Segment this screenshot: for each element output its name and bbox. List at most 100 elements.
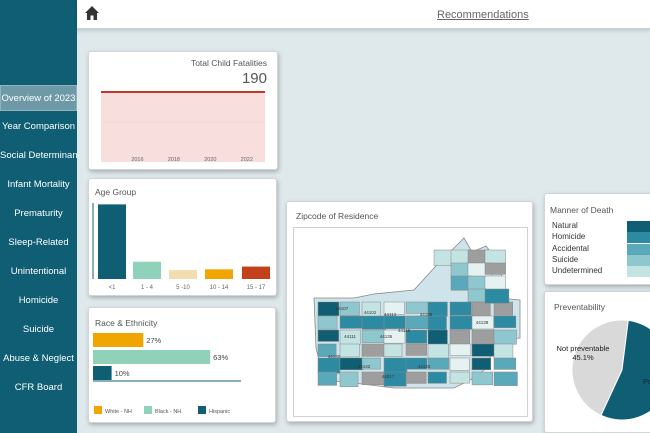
sidebar-item-cfr-board[interactable]: CFR Board <box>14 382 63 393</box>
age-tick-label: 15 - 17 <box>247 285 266 291</box>
zip-region[interactable] <box>471 357 492 371</box>
zip-region[interactable] <box>317 357 341 374</box>
zip-region[interactable] <box>471 301 491 318</box>
race-card: Race & Ethnicity 27% 63% 10% White - NH Blac… <box>88 307 276 423</box>
zip-region[interactable] <box>449 315 474 330</box>
sidebar-item-overview-of-2023[interactable]: Overview of 2023 <box>0 85 77 111</box>
zip-label: 44138 <box>476 320 489 325</box>
zip-label: 44113 <box>384 312 397 317</box>
zip-region[interactable] <box>449 343 472 356</box>
zip-region[interactable] <box>471 315 494 330</box>
zip-region[interactable] <box>383 315 406 329</box>
sidebar-item-abuse-neglect[interactable]: Abuse & Neglect <box>3 353 74 364</box>
zip-region[interactable] <box>493 357 516 370</box>
zip-region[interactable] <box>449 371 471 384</box>
zip-region[interactable] <box>449 357 470 371</box>
zip-region[interactable] <box>427 371 447 384</box>
race-legend-swatch <box>144 406 152 414</box>
race-bar-0 <box>93 333 144 347</box>
manner-swatch <box>627 266 650 277</box>
manner-card: Manner of Death Natural Homicide Accidenta… <box>544 193 650 285</box>
zip-region[interactable] <box>383 343 403 358</box>
zip-region[interactable] <box>339 371 359 388</box>
zip-region[interactable] <box>405 315 429 330</box>
zip-region[interactable] <box>339 301 360 316</box>
zip-region[interactable] <box>427 329 448 345</box>
race-bar-2 <box>93 366 112 380</box>
top-bar: Recommendations <box>77 0 650 30</box>
zip-region[interactable] <box>361 357 381 370</box>
zip-region[interactable] <box>405 357 428 370</box>
zip-label: 44111 <box>344 334 356 339</box>
zip-region[interactable] <box>427 315 447 332</box>
zip-region[interactable] <box>405 371 427 384</box>
zip-region[interactable] <box>449 329 470 346</box>
age-group-card: Age Group <1 1 - 4 5 -10 10 - 14 15 - 17 <box>88 178 277 296</box>
age-bar-1 <box>133 261 161 279</box>
zip-region[interactable] <box>493 371 518 386</box>
zip-region[interactable] <box>449 301 472 316</box>
sidebar-item-infant-mortality[interactable]: Infant Mortality <box>7 179 70 190</box>
sidebar-item-prematurity[interactable]: Prematurity <box>14 208 63 219</box>
race-value-label: 63% <box>213 353 228 362</box>
zip-region[interactable] <box>383 357 408 374</box>
zip-region[interactable] <box>317 329 339 342</box>
zip-region[interactable] <box>361 343 385 357</box>
sidebar-item-year-comparison[interactable]: Year Comparison <box>1 121 76 132</box>
age-bar-2 <box>169 270 197 279</box>
fatalities-total: 190 <box>241 70 267 87</box>
race-legend-label: White - NH <box>105 409 132 415</box>
zip-region[interactable] <box>339 315 363 329</box>
zip-region[interactable] <box>317 343 337 357</box>
zip-region[interactable] <box>339 343 360 358</box>
zip-label: 44133 <box>418 364 431 369</box>
pie-label-preventable: Pr <box>643 377 650 386</box>
race-bar-1 <box>93 350 211 364</box>
zipcode-map[interactable]: 44107 44102 44113 44105 44111 44135 44130 44142… <box>294 228 527 416</box>
age-bar-3 <box>205 269 233 279</box>
zip-region[interactable] <box>493 301 513 316</box>
race-legend-swatch <box>94 406 102 414</box>
zip-region[interactable] <box>484 262 506 275</box>
zip-region[interactable] <box>405 329 427 344</box>
zip-region[interactable] <box>493 343 514 359</box>
sidebar-item-unintentional[interactable]: Unintentional <box>10 266 67 277</box>
fatalities-xtick: 2020 <box>204 157 216 163</box>
zip-label: 44116 <box>398 328 411 333</box>
zip-region[interactable] <box>427 343 449 360</box>
zip-region[interactable] <box>433 249 453 266</box>
zip-region[interactable] <box>493 315 517 328</box>
zip-region[interactable] <box>361 315 387 330</box>
home-icon[interactable] <box>84 5 100 21</box>
sidebar-item-homicide[interactable]: Homicide <box>18 295 59 306</box>
zip-region[interactable] <box>317 371 337 386</box>
manner-swatch <box>627 244 650 255</box>
preventability-card: Preventability Not preventable 45.1% Pr <box>544 291 650 433</box>
race-value-label: 27% <box>146 336 161 345</box>
zip-region[interactable] <box>471 329 497 346</box>
zip-region[interactable] <box>383 301 405 315</box>
sidebar-item-sleep-related[interactable]: Sleep-Related <box>8 237 69 248</box>
zip-region[interactable] <box>471 343 496 357</box>
age-bar-4 <box>242 266 270 279</box>
zipcode-card: Zipcode of Residence 44107 44102 44113 4410… <box>286 201 533 422</box>
zip-region[interactable] <box>471 371 493 386</box>
zip-region[interactable] <box>484 249 506 264</box>
zip-region[interactable] <box>427 357 450 370</box>
fatalities-xtick: 2022 <box>241 157 253 163</box>
recommendations-link[interactable]: Recommendations <box>437 9 529 21</box>
zip-label: 44142 <box>358 364 371 369</box>
sidebar-item-suicide[interactable]: Suicide <box>22 324 55 335</box>
manner-swatch <box>627 221 650 232</box>
age-tick-label: <1 <box>109 285 117 291</box>
manner-title: Manner of Death <box>550 205 614 215</box>
sidebar-item-social-determinants[interactable]: Social Determinants <box>0 150 77 161</box>
zip-region[interactable] <box>405 343 427 356</box>
zip-region[interactable] <box>484 288 510 304</box>
zip-region[interactable] <box>383 329 406 344</box>
race-chart: 27% 63% 10% White - NH Black - NH Hispanic <box>93 333 241 415</box>
zip-region[interactable] <box>493 329 517 345</box>
zip-region[interactable] <box>467 288 487 303</box>
zip-region[interactable] <box>317 315 338 330</box>
